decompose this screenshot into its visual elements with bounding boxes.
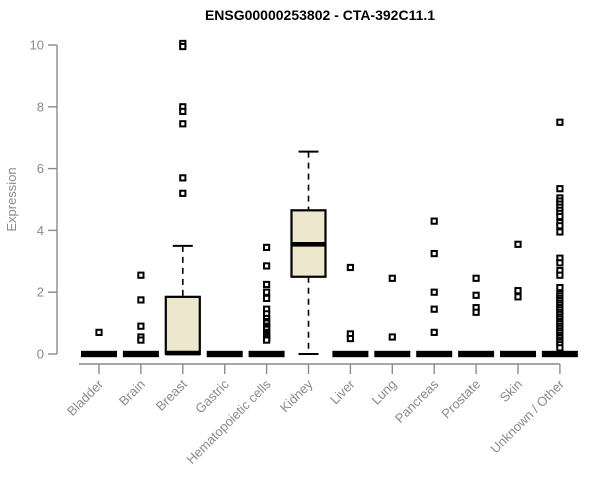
outlier-point xyxy=(514,287,522,295)
collapsed-box-pancreas xyxy=(416,350,453,358)
outlier-point xyxy=(137,336,145,344)
box-breast xyxy=(164,295,201,356)
x-tick-label: Gastric xyxy=(192,376,232,416)
outlier-point xyxy=(263,294,271,302)
outlier-point xyxy=(430,305,438,313)
collapsed-box-brain xyxy=(122,350,159,358)
collapsed-box-liver xyxy=(332,350,369,358)
y-axis-title: Expression xyxy=(4,167,19,231)
collapsed-box-bladder xyxy=(81,350,117,358)
y-tick-label: 4 xyxy=(37,223,44,238)
outlier-point xyxy=(514,240,522,248)
outlier-point xyxy=(556,222,564,230)
outlier-point xyxy=(263,336,271,344)
outlier-point xyxy=(179,107,187,116)
x-tick-label: Breast xyxy=(153,376,190,413)
x-tick-label: Unknown / Other xyxy=(487,376,567,456)
x-tick-label: Brain xyxy=(116,377,148,409)
collapsed-box-hematopoietic-cells xyxy=(248,350,285,358)
outlier-point xyxy=(430,288,438,296)
outlier-point xyxy=(556,185,564,193)
y-tick-label: 8 xyxy=(37,99,44,114)
outlier-point xyxy=(263,288,271,296)
outlier-point xyxy=(430,249,438,258)
y-tick-label: 0 xyxy=(37,347,44,362)
chart-title: ENSG00000253802 - CTA-392C11.1 xyxy=(204,7,436,23)
outlier-point xyxy=(472,291,480,299)
x-tick-label: Lung xyxy=(368,377,399,408)
y-tick-label: 10 xyxy=(30,38,44,53)
y-tick-label: 2 xyxy=(37,285,44,300)
collapsed-box-prostate xyxy=(458,350,495,358)
outlier-point xyxy=(179,120,187,128)
outlier-point xyxy=(95,328,103,336)
outlier-point xyxy=(472,308,480,316)
outlier-point xyxy=(472,274,480,282)
x-tick-label: Bladder xyxy=(64,376,107,419)
collapsed-box-skin xyxy=(500,350,536,358)
outlier-point xyxy=(263,262,271,270)
outlier-point xyxy=(430,217,438,225)
outlier-point xyxy=(137,322,145,330)
collapsed-box-gastric xyxy=(206,350,243,358)
outlier-point xyxy=(388,333,396,341)
collapsed-box-unknown---other xyxy=(541,350,578,358)
outlier-point xyxy=(556,259,564,267)
outlier-point xyxy=(556,271,564,279)
outlier-point xyxy=(514,293,522,301)
y-tick-label: 6 xyxy=(37,161,44,176)
outlier-point xyxy=(263,243,271,251)
collapsed-box-lung xyxy=(374,350,411,358)
outlier-point xyxy=(179,189,187,197)
outlier-point xyxy=(556,344,564,352)
x-tick-label: Pancreas xyxy=(392,376,442,426)
outlier-point xyxy=(556,212,564,221)
x-tick-label: Kidney xyxy=(277,376,316,415)
outlier-point xyxy=(137,296,145,304)
outlier-point xyxy=(346,263,354,272)
x-tick-label: Prostate xyxy=(438,377,483,422)
outlier-point xyxy=(556,283,564,292)
outlier-point xyxy=(556,118,564,126)
x-tick-label: Liver xyxy=(327,376,358,407)
outlier-point xyxy=(346,334,354,343)
outlier-point xyxy=(430,328,438,336)
outlier-point xyxy=(263,280,271,289)
outlier-point xyxy=(388,274,396,282)
outlier-point xyxy=(556,228,564,236)
outlier-point xyxy=(179,174,187,182)
outlier-point xyxy=(137,271,145,279)
outlier-point xyxy=(179,42,187,51)
x-tick-label: Skin xyxy=(497,377,525,405)
